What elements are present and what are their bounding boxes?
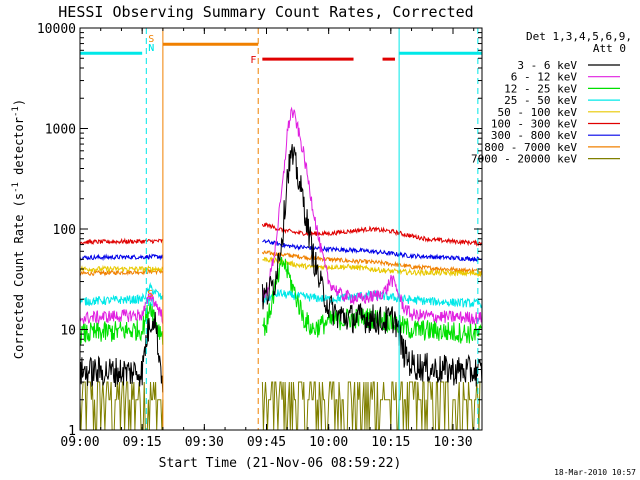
legend-label: 7000 - 20000 keV (471, 153, 577, 166)
x-tick-label: 09:15 (123, 435, 162, 450)
series-line (79, 381, 482, 431)
x-tick-label: 09:45 (247, 435, 286, 450)
legend-header-line1: Det 1,3,4,5,6,9, (526, 30, 632, 43)
flag-label: N (148, 43, 154, 54)
y-tick-label: 1000 (45, 123, 76, 138)
series-line (79, 256, 483, 278)
legend-label: 800 - 7000 keV (484, 141, 577, 154)
y-tick-label: 1 (68, 424, 76, 439)
y-axis-label: Corrected Count Rate (s-1 detector-1) (11, 99, 26, 359)
flag-label: N (148, 43, 154, 54)
x-tick-label: 10:15 (371, 435, 410, 450)
y-axis-label-sup2: -1 (11, 106, 21, 117)
series-line (79, 282, 483, 309)
y-tick-label: 10000 (37, 22, 76, 37)
y-axis-label-main: Corrected Count Rate (s (12, 193, 26, 359)
axes: 09:00 09:15 09:30 09:45 10:00 10:15 10:30 1 10 10… (37, 22, 482, 450)
flag-label: N (147, 298, 153, 309)
x-axis-label: Start Time (21-Nov-06 08:59:22) (159, 456, 402, 471)
legend-label: 25 - 50 keV (504, 94, 577, 107)
footer-timestamp: 18-Mar-2010 10:57 (554, 468, 636, 477)
series-line (79, 239, 483, 263)
x-tick-label: 10:30 (433, 435, 472, 450)
legend-label: 6 - 12 keV (511, 71, 578, 84)
legend-label: 300 - 800 keV (491, 129, 577, 142)
y-axis-label-mid: detector (12, 117, 26, 182)
flag-label: F (250, 55, 256, 66)
series-line (79, 250, 483, 277)
series-line (79, 222, 483, 247)
flag-label: S (148, 34, 154, 45)
legend-label: 12 - 25 keV (504, 82, 577, 95)
legend-label: 3 - 6 keV (517, 59, 577, 72)
legend-label: 100 - 300 keV (491, 118, 577, 131)
y-tick-label: 100 (53, 223, 76, 238)
x-tick-label: 09:30 (185, 435, 224, 450)
series-line (79, 106, 483, 326)
series-line (79, 144, 483, 393)
x-tick-label: 09:00 (60, 435, 99, 450)
chart-title: HESSI Observing Summary Count Rates, Cor… (58, 3, 473, 21)
y-tick-label: 10 (60, 324, 76, 339)
y-axis-label-sup1: -1 (11, 182, 21, 193)
flag-label: S (147, 289, 153, 300)
x-tick-label: 10:00 (309, 435, 348, 450)
legend-header-line2: Att 0 (593, 42, 626, 55)
legend-label: 50 - 100 keV (498, 106, 578, 119)
y-axis-label-end: ) (12, 99, 26, 106)
